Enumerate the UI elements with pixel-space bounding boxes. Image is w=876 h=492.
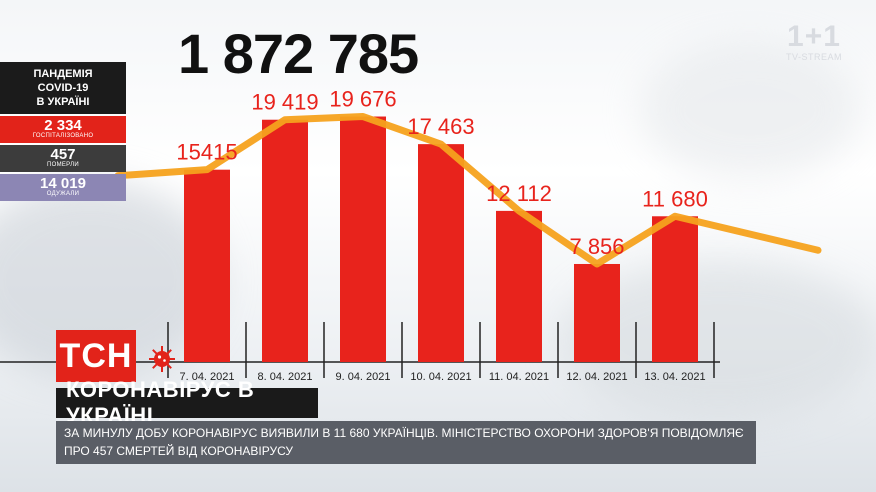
stat-hospitalized-label: ГОСПІТАЛІЗОВАНО	[32, 133, 94, 139]
stats-title: ПАНДЕМІЯ COVID-19 В УКРАЇНІ	[0, 62, 126, 114]
data-label: 7 856	[569, 234, 624, 259]
data-label: 12 112	[486, 181, 552, 206]
channel-logo-main: 1+1	[787, 20, 841, 53]
trend-line	[114, 113, 822, 268]
bar	[262, 119, 308, 362]
x-tick-label: 7. 04. 2021	[179, 371, 234, 383]
stat-deaths-label: ПОМЕРЛИ	[47, 162, 79, 168]
data-label: 19 419	[251, 90, 318, 115]
bar	[184, 169, 230, 362]
x-tick-label: 12. 04. 2021	[566, 371, 627, 383]
headline: КОРОНАВІРУС В УКРАЇНІ	[56, 377, 318, 428]
total-cases: 1 872 785	[178, 22, 419, 85]
stat-deaths-value: 457	[50, 146, 76, 163]
stat-recovered-label: ОДУЖАЛИ	[46, 191, 80, 197]
stat-recovered-value: 14 019	[40, 175, 86, 192]
channel-logo: 1+1 TV-STREAM	[785, 20, 842, 63]
x-tick-label: 8. 04. 2021	[257, 371, 312, 383]
bar	[574, 263, 620, 362]
bar	[418, 144, 464, 362]
stats-title-line: В УКРАЇНІ	[36, 96, 90, 108]
stats-title-line: COVID-19	[37, 82, 89, 94]
x-tick-label: 10. 04. 2021	[410, 371, 471, 383]
data-label: 17 463	[407, 114, 474, 139]
channel-logo-sub: TV-STREAM	[785, 52, 842, 62]
virus-icon	[149, 346, 175, 372]
x-tick-label: 11. 04. 2021	[489, 371, 549, 383]
stat-hospitalized: 2 334 ГОСПІТАЛІЗОВАНО	[0, 116, 126, 143]
stats-panel: ПАНДЕМІЯ COVID-19 В УКРАЇНІ 2 334 ГОСПІТ…	[0, 62, 126, 201]
bar	[340, 116, 386, 362]
news-ticker: ЗА МИНУЛУ ДОБУ КОРОНАВІРУС ВИЯВИЛИ В 11 …	[56, 421, 756, 464]
data-label: 11 680	[642, 186, 708, 211]
x-tick-label: 9. 04. 2021	[335, 371, 390, 383]
stats-title-line: ПАНДЕМІЯ	[33, 68, 93, 80]
data-label: 15415	[176, 140, 237, 165]
stat-hospitalized-value: 2 334	[44, 117, 82, 134]
data-label: 19 676	[329, 87, 396, 112]
tsn-logo: ТСН	[56, 330, 136, 382]
background-blob	[640, 40, 860, 180]
stat-deaths: 457 ПОМЕРЛИ	[0, 145, 126, 172]
bar	[496, 210, 542, 362]
bar	[652, 216, 698, 362]
x-tick-label: 13. 04. 2021	[644, 371, 705, 383]
stat-recovered: 14 019 ОДУЖАЛИ	[0, 174, 126, 201]
